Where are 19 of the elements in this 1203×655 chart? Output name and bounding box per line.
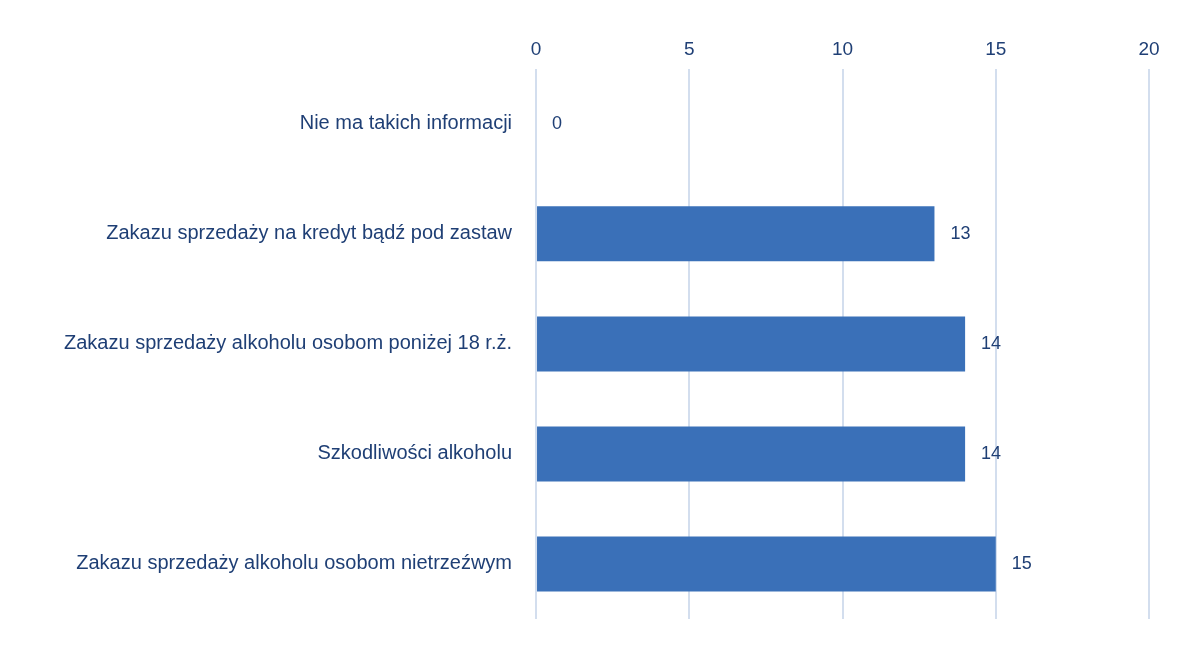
y-tick-label: Zakazu sprzedaży alkoholu osobom poniżej 18 r.ż. bbox=[64, 331, 513, 354]
x-tick-label: 10 bbox=[831, 37, 854, 59]
data-label: 14 bbox=[981, 442, 1002, 463]
bar bbox=[537, 316, 966, 372]
y-tick-label: Szkodliwości alkoholu bbox=[317, 441, 513, 464]
data-label: 0 bbox=[552, 112, 563, 133]
bar bbox=[537, 206, 935, 262]
bar bbox=[537, 536, 996, 592]
data-label: 14 bbox=[981, 332, 1002, 353]
bar bbox=[537, 426, 966, 482]
x-tick-label: 0 bbox=[530, 37, 542, 59]
data-label: 15 bbox=[1011, 552, 1032, 573]
y-tick-label: Zakazu sprzedaży na kredyt bądź pod zastaw bbox=[106, 221, 513, 244]
x-tick-label: 15 bbox=[985, 37, 1007, 59]
x-tick-label: 5 bbox=[683, 37, 695, 59]
x-tick-label: 20 bbox=[1138, 37, 1160, 59]
y-tick-label: Zakazu sprzedaży alkoholu osobom nietrzeźwym bbox=[76, 551, 513, 574]
data-label: 13 bbox=[950, 222, 971, 243]
y-tick-label: Nie ma takich informacji bbox=[299, 111, 513, 134]
